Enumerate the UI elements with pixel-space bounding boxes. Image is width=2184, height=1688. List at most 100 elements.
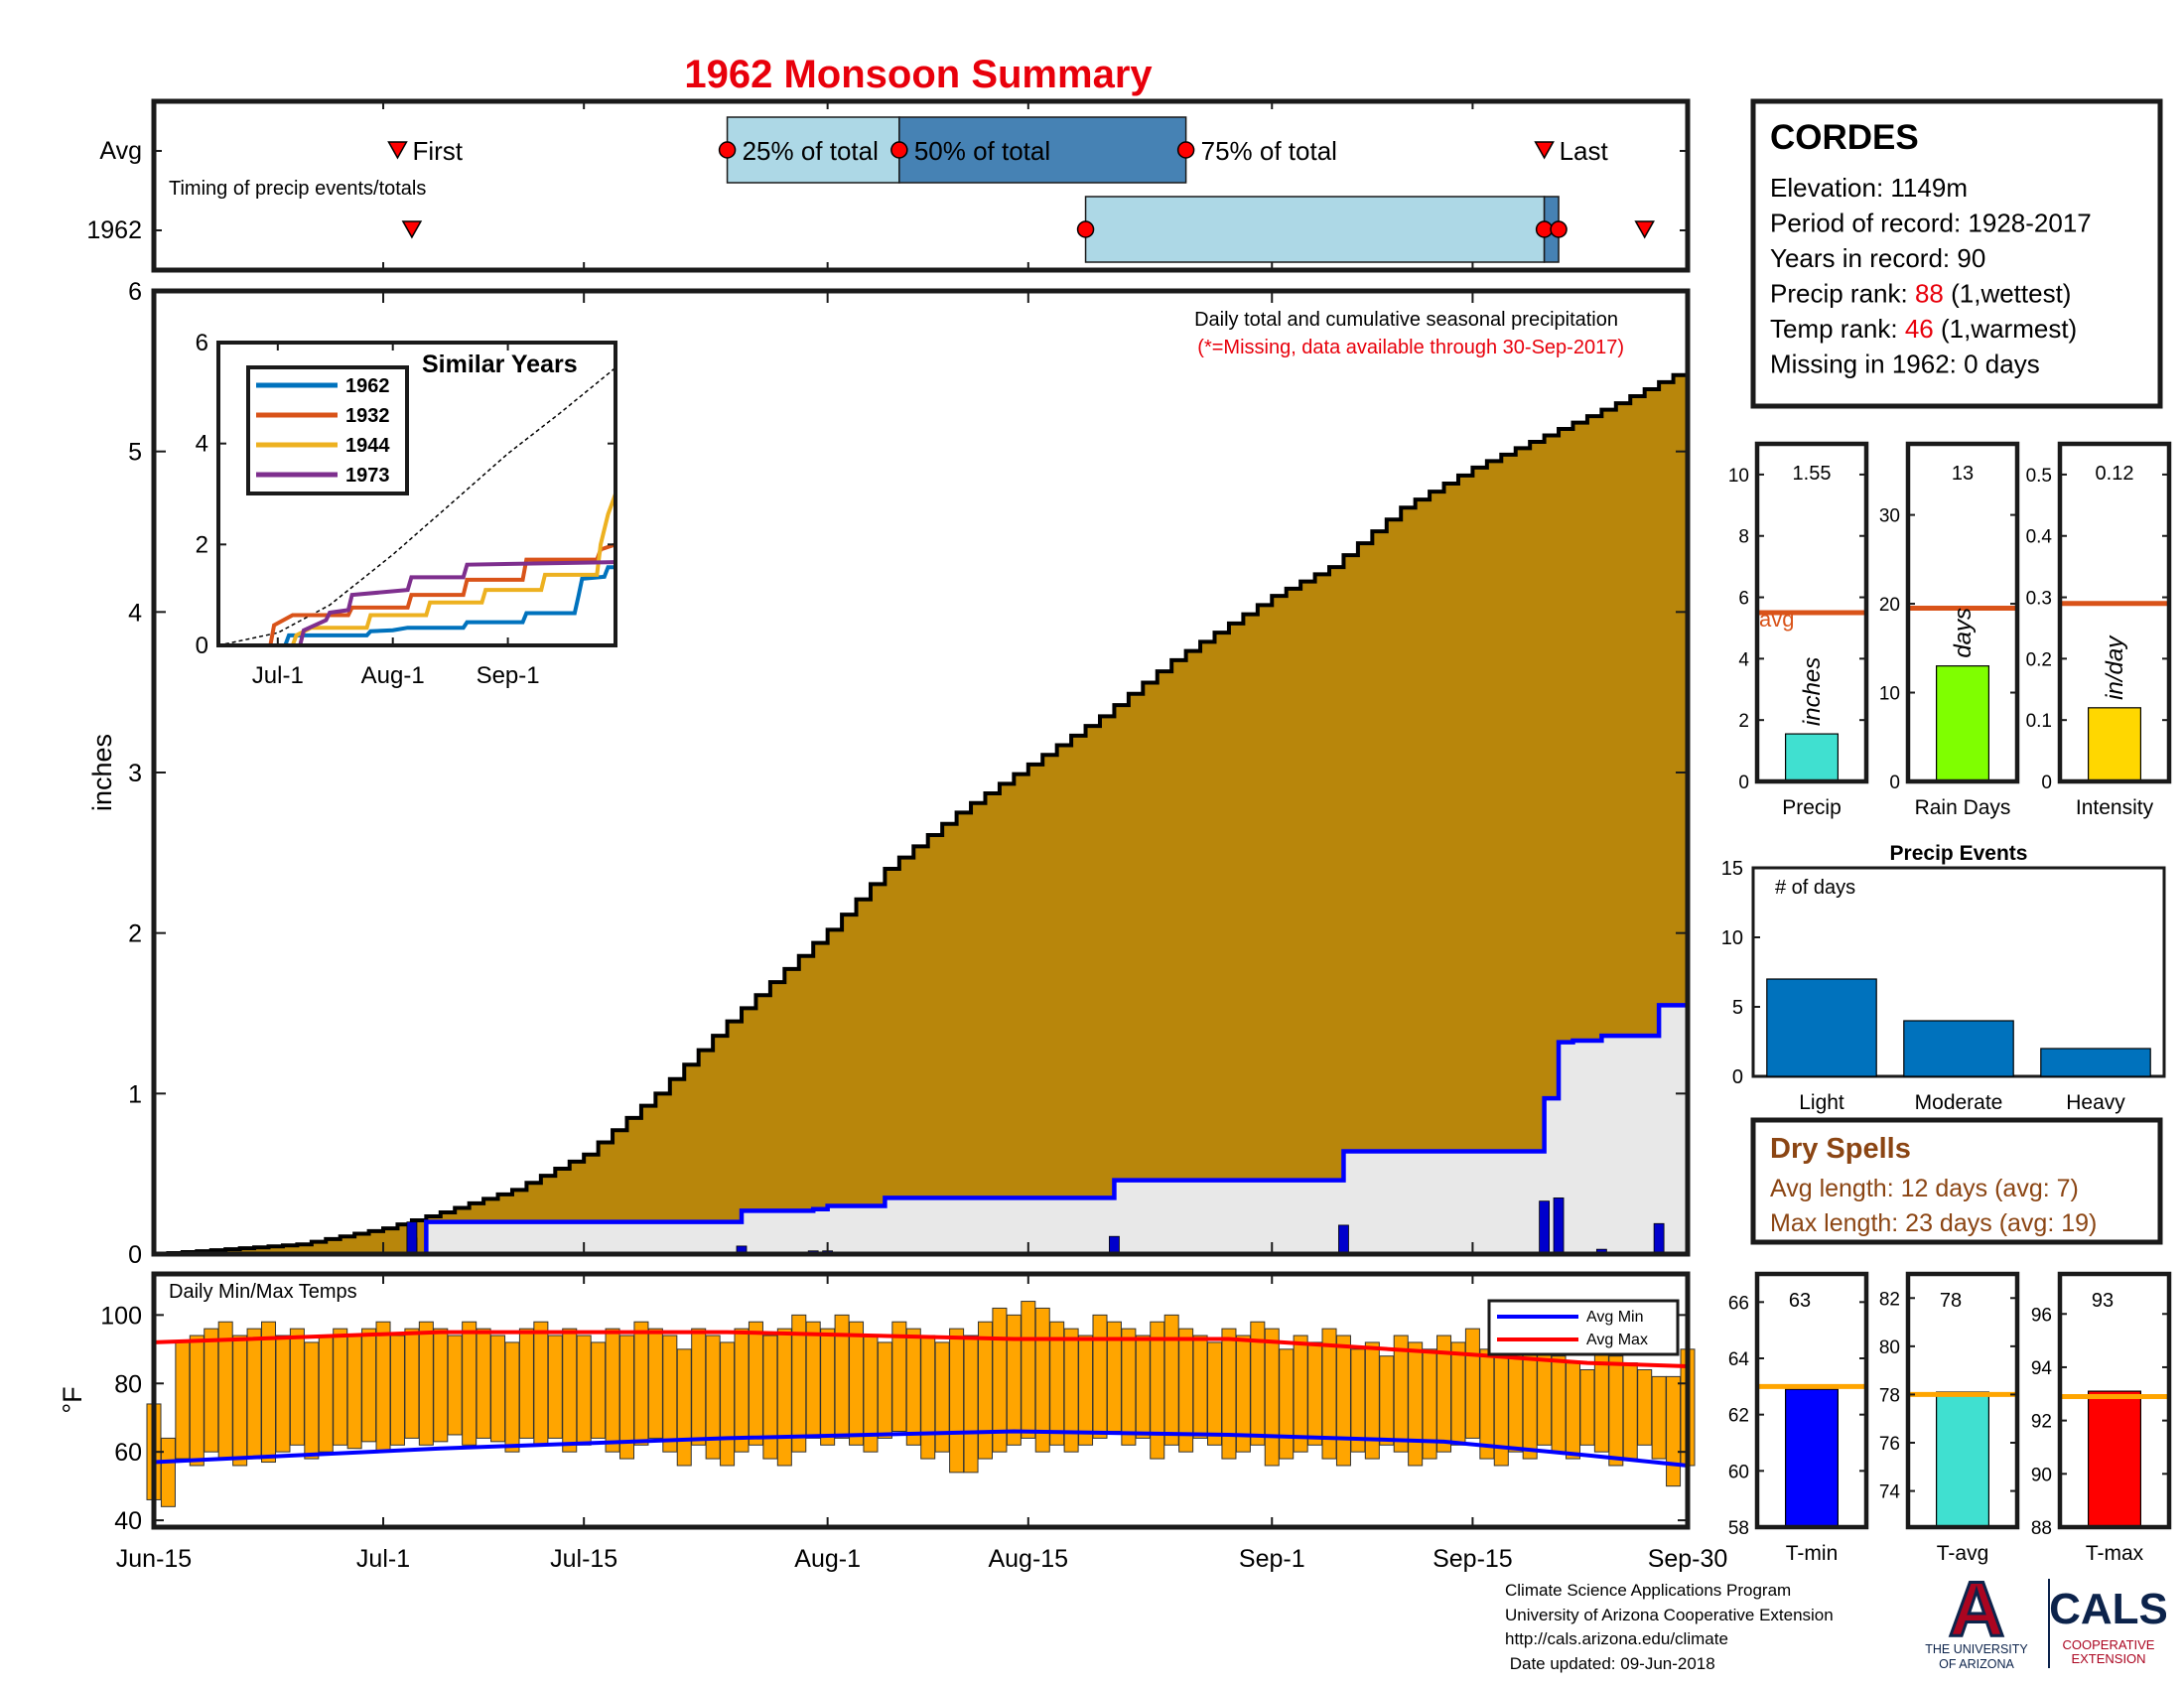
temp-bar [1608, 1355, 1624, 1467]
temp-bar [1622, 1362, 1638, 1460]
temp-bar [547, 1335, 563, 1439]
temp-bar [1121, 1328, 1137, 1446]
temp-bar [518, 1328, 534, 1439]
temp-bar [605, 1328, 620, 1453]
inset-avg-line [217, 366, 616, 646]
daily-precip-bar [1653, 1222, 1665, 1255]
main-header: Daily total and cumulative seasonal prec… [1194, 309, 1618, 331]
ua-logo-mark: A [1949, 1574, 2004, 1652]
temps-legend-label: Avg Min [1586, 1309, 1644, 1326]
temp-bar [275, 1335, 291, 1453]
temp-bar [1307, 1341, 1323, 1446]
temp-bar [877, 1341, 892, 1439]
temp-bar [1350, 1348, 1366, 1453]
tsum-ytick-label: 62 [1728, 1406, 1749, 1427]
temps-xtick-label: Sep-30 [1648, 1545, 1728, 1573]
events-bar-light [1766, 978, 1877, 1077]
temp-bar [562, 1328, 578, 1453]
summary-frame [2057, 441, 2172, 784]
footer-line: Climate Science Applications Program [1505, 1581, 1792, 1600]
raindays-summary-value-label: 13 [1952, 463, 1974, 485]
inset-legend-label: 1932 [345, 405, 390, 427]
tmin-summary-bar [1784, 1388, 1839, 1528]
inset-series-1962 [218, 565, 615, 647]
temp-bar [289, 1328, 305, 1446]
temp-bar [1666, 1375, 1682, 1487]
footer-line: Date updated: 09-Jun-2018 [1505, 1653, 1715, 1673]
precip-summary-value-label: 1.55 [1793, 463, 1832, 485]
temp-bar [1021, 1301, 1036, 1439]
timing-avg-p25-p50-box [726, 116, 900, 184]
timing-year-p25-p50-box [1084, 196, 1546, 263]
temp-bar [633, 1321, 649, 1446]
temp-bar [490, 1335, 506, 1443]
footer-credits: Climate Science Applications Program Uni… [1505, 1579, 1834, 1676]
temp-bar [934, 1341, 950, 1453]
ua-logo-line1: THE UNIVERSITY [1925, 1642, 2028, 1656]
inset-legend-label: 1944 [345, 435, 390, 457]
summary-ytick-label: 0 [1889, 773, 1900, 793]
year-cumulative-line [154, 1003, 1688, 1257]
temps-xtick-label: Sep-15 [1433, 1545, 1513, 1573]
temps-xtick-label: Jun-15 [116, 1545, 192, 1573]
intensity-summary-unit-label: in/day [2102, 634, 2128, 700]
temp-bar [217, 1321, 233, 1460]
footer-line: University of Arizona Cooperative Extens… [1505, 1605, 1834, 1624]
events-xtick-label: Moderate [1915, 1091, 2003, 1114]
dry-spells-avg-length: Avg length: 12 days (avg: 7) [1770, 1175, 2079, 1202]
temp-bar [1206, 1341, 1223, 1446]
inset-ytick-label: 0 [196, 633, 208, 659]
dry-spells-title: Dry Spells [1770, 1133, 1911, 1165]
timing-year-p25-marker [1076, 220, 1095, 238]
summary-ytick-label: 0 [1738, 773, 1749, 793]
events-ytick-label: 15 [1721, 858, 1743, 880]
timing-avg-p25-marker [718, 141, 737, 159]
station-line: Elevation: 1149m [1770, 173, 1968, 203]
temp-bar [1264, 1328, 1280, 1467]
temp-bar [720, 1341, 736, 1467]
temp-bar [647, 1328, 663, 1439]
inset-ytick-label: 2 [196, 531, 208, 558]
summary-ytick-label: 0.1 [2026, 711, 2052, 732]
inset-ytick-label: 6 [196, 330, 208, 356]
temp-bar [1092, 1314, 1108, 1439]
temp-bar [963, 1335, 979, 1474]
summary-ytick-label: 20 [1879, 595, 1900, 616]
tsum-ytick-label: 66 [1728, 1293, 1749, 1314]
dry-spells-box: Dry Spells Avg length: 12 days (avg: 7) … [1750, 1117, 2163, 1245]
dry-spells-max-length: Max length: 23 days (avg: 19) [1770, 1209, 2097, 1237]
timing-avg-last-marker [1534, 141, 1555, 160]
cals-logo-line2: EXTENSION [2071, 1651, 2145, 1666]
cals-logo-line1: COOPERATIVE [2063, 1637, 2155, 1652]
tavg-summary-xlabel: T-avg [1937, 1542, 1989, 1565]
year-cumulative-area [154, 1005, 1688, 1254]
timing-year-last-marker [1634, 220, 1655, 239]
precip-summary-xlabel: Precip [1782, 796, 1842, 819]
station-line: Period of record: 1928-2017 [1770, 209, 2092, 238]
inset-frame [216, 341, 617, 647]
temp-bar [476, 1328, 491, 1439]
temp-bar [1078, 1335, 1094, 1446]
temp-bar [160, 1437, 176, 1507]
events-ytick-label: 0 [1732, 1066, 1743, 1088]
temp-bar [949, 1328, 965, 1474]
temp-bar [920, 1335, 936, 1460]
tsum-frame [1754, 1271, 1869, 1530]
station-rank-value: 46 [1905, 314, 1934, 344]
temps-avg-max-line [153, 1330, 1689, 1369]
station-line: Years in record: 90 [1770, 243, 1985, 273]
summary-frame [1754, 441, 1869, 784]
temps-ytick-label: 80 [114, 1370, 142, 1398]
temp-bar [748, 1321, 763, 1446]
raindays-summary-bar [1935, 665, 1989, 782]
temps-xtick-label: Sep-1 [1239, 1545, 1305, 1573]
temps-xtick-label: Aug-15 [988, 1545, 1068, 1573]
events-bar-moderate [1903, 1020, 2014, 1077]
inset-legend-label: 1962 [345, 375, 390, 397]
temp-bar [1408, 1341, 1424, 1467]
tsum-frame [1905, 1271, 2020, 1530]
temp-bar [1464, 1328, 1480, 1439]
timing-year-first-marker [401, 220, 423, 239]
timing-row-label-year: 1962 [86, 216, 142, 244]
temp-bar [1579, 1368, 1595, 1446]
